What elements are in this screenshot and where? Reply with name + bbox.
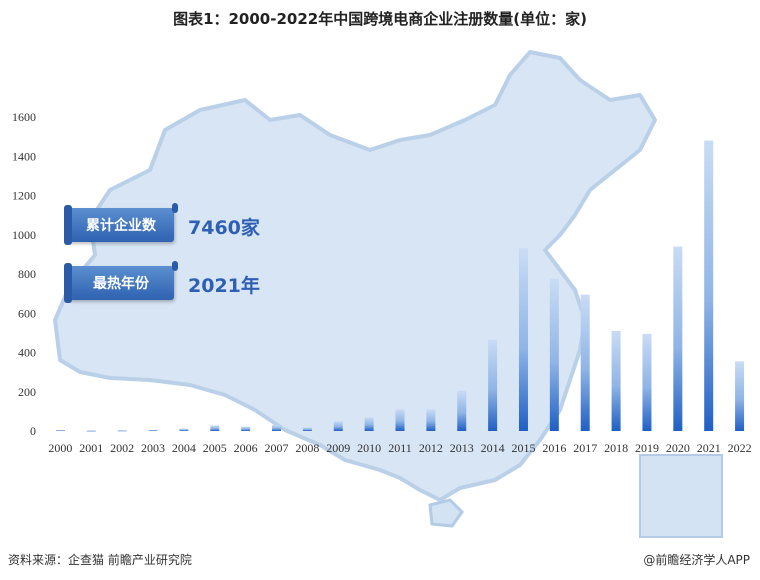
hottest-year-label: 最热年份 bbox=[64, 261, 178, 303]
bar-2011 bbox=[395, 409, 405, 431]
bar-2018 bbox=[611, 330, 621, 431]
x-tick-label: 2020 bbox=[666, 441, 690, 455]
y-tick-label: 600 bbox=[18, 306, 36, 320]
bar-2019 bbox=[642, 333, 652, 431]
bar-2002 bbox=[117, 430, 127, 432]
y-tick-label: 0 bbox=[30, 424, 36, 438]
x-tick-label: 2001 bbox=[79, 441, 103, 455]
x-tick-label: 2006 bbox=[234, 441, 258, 455]
y-tick-label: 1400 bbox=[12, 149, 36, 163]
x-tick-label: 2014 bbox=[481, 441, 505, 455]
x-tick-label: 2002 bbox=[110, 441, 134, 455]
bar-2007 bbox=[272, 425, 282, 431]
bar-2015 bbox=[518, 248, 528, 431]
bar-2013 bbox=[457, 390, 467, 431]
south-sea-inset bbox=[639, 454, 723, 538]
x-tick-label: 2021 bbox=[697, 441, 721, 455]
chart-title: 图表1：2000-2022年中国跨境电商企业注册数量(单位：家) bbox=[173, 10, 587, 28]
x-tick-label: 2000 bbox=[48, 441, 72, 455]
x-tick-label: 2017 bbox=[573, 441, 597, 455]
bars bbox=[55, 140, 745, 432]
x-tick-label: 2018 bbox=[604, 441, 628, 455]
x-tick-label: 2005 bbox=[203, 441, 227, 455]
bar-2004 bbox=[179, 428, 189, 431]
x-tick-label: 2010 bbox=[357, 441, 381, 455]
bar-2020 bbox=[673, 246, 683, 431]
x-tick-label: 2015 bbox=[511, 441, 535, 455]
total-enterprises-label: 累计企业数 bbox=[64, 203, 178, 245]
bar-2001 bbox=[86, 430, 96, 432]
x-tick-label: 2009 bbox=[326, 441, 350, 455]
x-tick-label: 2022 bbox=[728, 441, 752, 455]
y-tick-label: 800 bbox=[18, 267, 36, 281]
x-tick-label: 2013 bbox=[450, 441, 474, 455]
x-tick-label: 2016 bbox=[542, 441, 566, 455]
bar-2008 bbox=[302, 427, 312, 431]
y-tick-label: 1000 bbox=[12, 228, 36, 242]
total-enterprises-value: 7460家 bbox=[188, 217, 260, 239]
bar-2009 bbox=[333, 421, 343, 431]
bar-2014 bbox=[488, 339, 498, 431]
china-map-background bbox=[53, 50, 657, 502]
bar-2010 bbox=[364, 417, 374, 431]
x-tick-label: 2008 bbox=[295, 441, 319, 455]
brand-credit: @前瞻经济学人APP bbox=[643, 553, 750, 567]
bar-2012 bbox=[426, 409, 436, 431]
x-tick-label: 2019 bbox=[635, 441, 659, 455]
x-axis: 2000 2001 2002 2003 2004 2005 2006 2007 2008 2009… bbox=[48, 441, 751, 455]
bar-2021 bbox=[704, 140, 714, 432]
x-tick-label: 2004 bbox=[172, 441, 196, 455]
x-tick-label: 2003 bbox=[141, 441, 165, 455]
bar-2000 bbox=[55, 430, 65, 432]
source-note: 资料来源：企查猫 前瞻产业研究院 bbox=[8, 553, 192, 567]
bar-2016 bbox=[549, 278, 559, 431]
bar-2017 bbox=[580, 294, 590, 431]
hottest-year-label-text: 最热年份 bbox=[93, 276, 149, 292]
hainan-island bbox=[428, 498, 464, 528]
bar-2022 bbox=[735, 361, 745, 431]
y-tick-label: 200 bbox=[18, 385, 36, 399]
hottest-year-value: 2021年 bbox=[188, 275, 260, 297]
total-enterprises-label-text: 累计企业数 bbox=[86, 218, 156, 234]
x-tick-label: 2007 bbox=[265, 441, 289, 455]
x-tick-label: 2011 bbox=[388, 441, 412, 455]
y-tick-label: 400 bbox=[18, 346, 36, 360]
y-tick-label: 1600 bbox=[12, 110, 36, 124]
bar-2005 bbox=[210, 425, 220, 431]
bar-2006 bbox=[241, 426, 251, 431]
bar-2003 bbox=[148, 429, 158, 431]
y-axis: 0 200 400 600 800 1000 1200 1400 1600 bbox=[12, 110, 36, 438]
x-tick-label: 2012 bbox=[419, 441, 443, 455]
y-tick-label: 1200 bbox=[12, 189, 36, 203]
